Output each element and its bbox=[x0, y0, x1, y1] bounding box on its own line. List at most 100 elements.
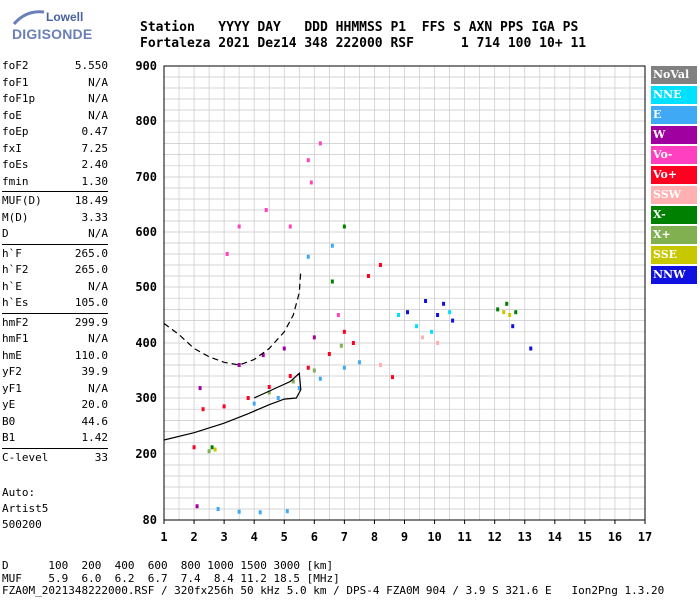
echo-point-w bbox=[282, 346, 286, 351]
echo-point-x- bbox=[330, 279, 334, 284]
auto-artist: Artist5 bbox=[2, 502, 49, 515]
autoscaling-info: Auto: Artist5 500200 bbox=[2, 485, 48, 533]
param-value: 0.47 bbox=[81, 125, 109, 138]
echo-point-e bbox=[252, 401, 256, 406]
echo-point-e bbox=[357, 360, 361, 365]
param-name: D bbox=[2, 227, 9, 240]
x-tick-labels: 1 2 3 4 5 6 7 8 9 10 11 12 13 14 15 16 17 bbox=[160, 520, 652, 544]
chart-grid bbox=[163, 65, 646, 521]
param-value: 110.0 bbox=[74, 348, 108, 362]
param-name: foF1 bbox=[2, 75, 29, 89]
param-row: foEs 2.40 bbox=[0, 157, 110, 174]
param-name: hmE bbox=[2, 348, 22, 362]
param-value: 1.42 bbox=[81, 431, 109, 444]
param-row: foF1p N/A bbox=[0, 91, 110, 108]
param-row: foF1 N/A bbox=[0, 75, 110, 92]
echo-point-vo- bbox=[342, 329, 346, 334]
echo-point-vo- bbox=[246, 396, 250, 400]
x-tick-label: 12 bbox=[487, 530, 501, 544]
x-tick-label: 3 bbox=[221, 530, 228, 544]
echo-point-vo- bbox=[306, 365, 310, 370]
echo-point-w bbox=[198, 386, 202, 391]
param-name: foE bbox=[2, 108, 22, 122]
echo-point-w bbox=[261, 353, 265, 358]
param-name: foF2 bbox=[2, 59, 29, 72]
echo-point-vo- bbox=[327, 352, 331, 356]
param-value: N/A bbox=[88, 108, 108, 122]
legend-item-noval: NoVal bbox=[651, 66, 697, 84]
x-tick-label: 9 bbox=[401, 530, 408, 544]
legend-item-vo-: Vo- bbox=[651, 146, 697, 164]
polarization-legend: NoVal NNE E W Vo- Vo+ SSW X- X+ SSE NNW bbox=[651, 66, 697, 286]
header-labels: Station YYYY DAY DDD HHMMSS P1 FFS S AXN… bbox=[140, 20, 579, 35]
param-separator bbox=[2, 312, 108, 314]
x-tick-label: 4 bbox=[251, 530, 258, 544]
legend-item-ssw: SSW bbox=[651, 186, 697, 204]
x-tick-label: 2 bbox=[190, 530, 197, 544]
y-tick-label: 80 bbox=[143, 513, 157, 527]
param-row: h`Es 105.0 bbox=[0, 295, 110, 312]
x-tick-label: 1 bbox=[160, 530, 167, 544]
echo-point-e bbox=[258, 510, 262, 515]
legend-item-x-: X+ bbox=[651, 226, 697, 244]
echo-point-vo- bbox=[237, 224, 241, 229]
legend-item-w: W bbox=[651, 126, 697, 144]
echo-point-nne bbox=[415, 324, 419, 329]
param-name: h`F bbox=[2, 246, 22, 260]
echo-point-vo- bbox=[378, 263, 382, 267]
echo-point-x- bbox=[267, 390, 271, 395]
echo-point-sse bbox=[508, 313, 512, 317]
param-value: 5.550 bbox=[74, 59, 108, 72]
y-tick-label: 700 bbox=[135, 170, 157, 184]
param-value: 1.30 bbox=[81, 174, 109, 188]
trace-profile bbox=[163, 372, 302, 441]
param-name: B1 bbox=[2, 431, 16, 444]
param-row: hmF2 299.9 bbox=[0, 315, 110, 332]
param-value: 39.9 bbox=[81, 365, 109, 378]
echo-point-ssw bbox=[436, 341, 440, 345]
echo-point-ssw bbox=[378, 363, 382, 367]
param-value: 265.0 bbox=[74, 263, 108, 276]
param-value: N/A bbox=[88, 332, 108, 345]
echo-point-nne bbox=[396, 313, 400, 317]
echo-point-e bbox=[330, 243, 334, 248]
echo-point-e bbox=[216, 507, 220, 511]
param-row: B1 1.42 bbox=[0, 430, 110, 447]
param-name: yE bbox=[2, 398, 16, 411]
echo-point-nnw bbox=[436, 313, 440, 317]
scaled-parameters-panel: foF2 5.550 foF1 N/A foF1p N/A foE N/A foEp 0.47 fx… bbox=[0, 58, 110, 466]
param-value: 44.6 bbox=[81, 414, 109, 428]
param-name: h`Es bbox=[2, 296, 29, 309]
echo-point-vo- bbox=[288, 374, 292, 378]
echo-point-x- bbox=[210, 445, 214, 450]
param-value: N/A bbox=[88, 92, 108, 105]
param-row: fmin 1.30 bbox=[0, 174, 110, 191]
param-row: yF1 N/A bbox=[0, 381, 110, 398]
echo-point-vo- bbox=[267, 385, 271, 389]
echo-point-vo- bbox=[264, 208, 268, 212]
echo-point-x- bbox=[207, 449, 211, 454]
echo-point-sse bbox=[213, 447, 217, 452]
param-value: 265.0 bbox=[74, 246, 108, 260]
param-separator bbox=[2, 191, 108, 192]
param-name: h`E bbox=[2, 279, 22, 293]
echo-point-e bbox=[318, 376, 322, 381]
y-tick-label: 400 bbox=[135, 336, 157, 350]
echo-point-vo- bbox=[318, 141, 322, 146]
echo-point-x- bbox=[339, 343, 343, 348]
auto-code: 500200 bbox=[2, 518, 42, 531]
param-name: foEp bbox=[2, 125, 29, 138]
param-name: C-level bbox=[2, 450, 49, 464]
logo-line2: DIGISONDE bbox=[12, 26, 93, 42]
echo-point-nnw bbox=[451, 318, 455, 323]
echo-point-w bbox=[237, 363, 241, 367]
param-row: yE 20.0 bbox=[0, 397, 110, 414]
param-value: 20.0 bbox=[81, 398, 109, 411]
y-tick-label: 600 bbox=[135, 225, 157, 239]
param-value: 3.33 bbox=[81, 210, 109, 224]
logo-swoosh-icon bbox=[12, 10, 45, 26]
legend-item-x-: X- bbox=[651, 206, 697, 224]
echo-point-vo- bbox=[366, 274, 370, 278]
echo-point-nne bbox=[430, 329, 434, 334]
param-name: hmF2 bbox=[2, 315, 29, 329]
